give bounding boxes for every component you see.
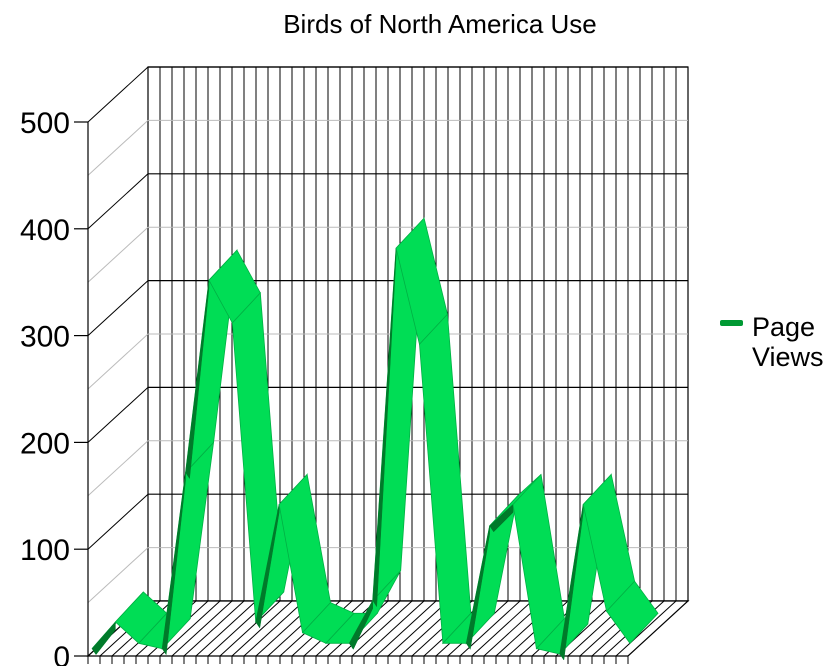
legend-label-page-views: Page Views: [752, 312, 824, 372]
ribbon-segment-front: [372, 248, 397, 608]
ribbon-segment-shade: [162, 472, 186, 649]
floor-grid-line: [363, 600, 425, 657]
ribbon-segment-front: [349, 600, 373, 650]
ribbon-segment-front: [161, 472, 186, 656]
grid-line-depth: [87, 333, 149, 390]
floor-grid-line: [387, 600, 449, 657]
grid-line-depth: [87, 440, 149, 497]
floor-grid-line: [219, 600, 281, 657]
ribbon-segment-shade: [92, 621, 116, 649]
grid-line-depth: [87, 120, 149, 176]
legend: Page Views: [720, 312, 824, 372]
ribbon-segment-shade: [255, 504, 280, 622]
ribbon-segment-front: [489, 503, 514, 533]
floor-grid-line: [375, 600, 437, 657]
floor-grid-line: [471, 600, 533, 657]
grid-line-depth: [87, 173, 149, 230]
floor-grid-line: [171, 600, 233, 657]
floor-grid-line: [159, 600, 221, 657]
ribbon-segment-front: [255, 504, 280, 629]
grid-line-depth: [87, 387, 149, 443]
grid-line-depth: [87, 493, 149, 550]
legend-swatch-page-views: [720, 320, 743, 326]
y-axis-ticks: 0 100 200 300 400 500: [20, 107, 88, 666]
floor-grid-line: [243, 600, 305, 657]
y-tick-label: 200: [20, 427, 70, 460]
ribbon-segment-front: [91, 621, 116, 656]
y-tick-label: 0: [53, 641, 70, 666]
chart-title: Birds of North America Use: [283, 9, 597, 39]
legend-label-line: Page: [752, 312, 815, 342]
grid-line-depth: [87, 226, 149, 283]
ribbon-segment-shade: [372, 248, 397, 601]
floor-grid-line: [351, 600, 413, 657]
floor-grid-line: [195, 600, 257, 657]
y-tick-label: 500: [20, 107, 70, 140]
y-tick-label: 400: [20, 214, 70, 247]
floor-grid-line: [615, 600, 677, 657]
ribbon-segment-top: [606, 580, 659, 644]
floor-grid-line: [183, 600, 245, 657]
floor-grid-line: [231, 600, 293, 657]
data-series-page-views: [91, 217, 659, 661]
y-tick-label: 300: [20, 321, 70, 354]
ribbon-segment-shade: [466, 525, 490, 644]
ribbon-segment-front: [465, 525, 490, 650]
ribbon-segment-shade: [349, 600, 373, 644]
grid-line-depth: [87, 66, 149, 123]
y-tick-label: 100: [20, 534, 70, 567]
legend-label-line: Views: [752, 342, 824, 372]
grid-line-depth: [87, 547, 149, 603]
floor-grid-line: [339, 600, 401, 657]
grid-line-depth: [87, 280, 149, 336]
ribbon-segment-front: [559, 504, 584, 661]
